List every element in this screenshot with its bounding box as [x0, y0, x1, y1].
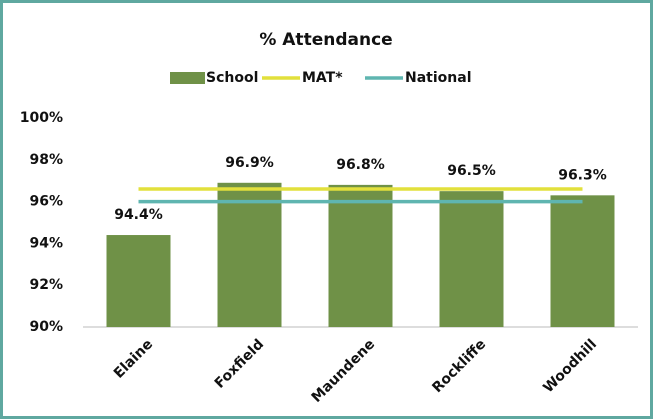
- bar: [106, 235, 171, 327]
- legend-swatch: [170, 72, 205, 84]
- y-tick-label: 96%: [29, 194, 63, 210]
- data-label: 96.3%: [558, 167, 607, 183]
- data-label: 96.8%: [336, 157, 385, 173]
- legend-label: School: [206, 70, 258, 86]
- legend-label: National: [405, 70, 472, 86]
- bar: [217, 182, 282, 327]
- chart-title: % Attendance: [259, 30, 392, 50]
- bar: [439, 191, 504, 327]
- data-label: 96.5%: [447, 163, 496, 179]
- y-tick-label: 92%: [29, 277, 63, 293]
- y-tick-label: 100%: [20, 110, 63, 126]
- legend-label: MAT*: [302, 70, 343, 86]
- data-label: 96.9%: [225, 155, 274, 171]
- data-label: 94.4%: [114, 207, 163, 223]
- y-tick-label: 98%: [29, 152, 63, 168]
- y-tick-label: 94%: [29, 235, 63, 251]
- bar: [550, 195, 615, 327]
- bar: [328, 184, 393, 327]
- y-tick-label: 90%: [29, 319, 63, 335]
